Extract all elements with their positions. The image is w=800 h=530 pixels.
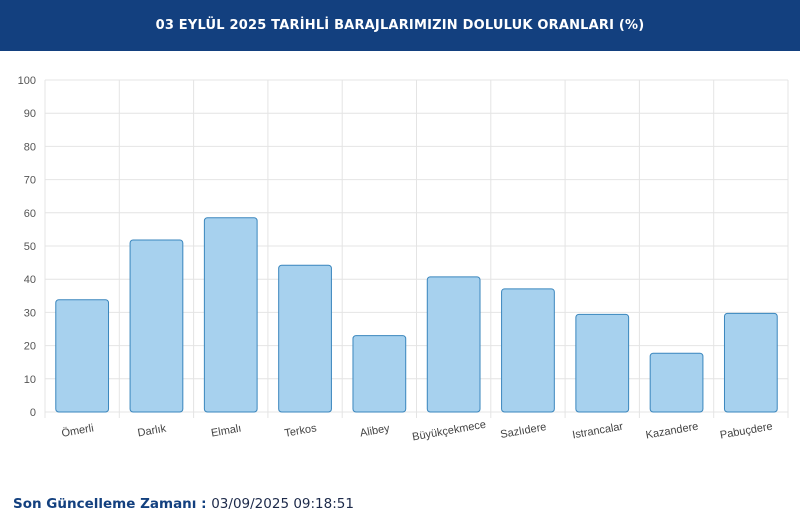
x-tick-label: Kazandere [645,421,699,442]
chart-title: 03 EYLÜL 2025 TARİHLİ BARAJLARIMIZIN DOL… [155,18,645,33]
y-tick-label: 0 [30,407,36,419]
bar-5[interactable] [352,335,407,413]
bar-2[interactable] [129,239,184,413]
y-axis-ticks: 0 10 20 30 40 50 60 70 80 90 100 [18,75,36,419]
x-axis-ticks: Ömerli Darlık Elmalı Terkos Alibey Büyükçekme… [61,419,774,444]
x-tick-label: Büyükçekmece [411,419,487,444]
y-tick-label: 80 [24,141,36,153]
x-tick-label: Terkos [284,422,318,440]
bar-7[interactable] [501,288,555,413]
x-tick-label: Elmalı [210,422,242,439]
x-tick-label: Darlık [137,423,168,440]
bar-9[interactable] [649,352,704,413]
bar-10[interactable] [723,312,778,413]
bar-8[interactable] [575,313,630,413]
bars [55,217,778,413]
x-tick-label: Alibey [359,422,391,439]
x-tick-label: Istrancalar [571,421,624,442]
bar-3[interactable] [203,217,258,413]
y-tick-label: 10 [24,374,36,386]
y-tick-label: 50 [24,241,36,253]
last-update-label: Son Güncelleme Zamanı : [13,496,212,512]
bar-1[interactable] [55,299,110,413]
last-update-value: 03/09/2025 09:18:51 [211,496,354,512]
bar-4[interactable] [278,264,332,413]
bar-6[interactable] [426,276,481,413]
y-tick-label: 60 [24,208,36,220]
header-bar: 03 EYLÜL 2025 TARİHLİ BARAJLARIMIZIN DOL… [0,0,800,51]
y-tick-label: 30 [24,307,36,319]
x-tick-label: Ömerli [61,422,95,439]
x-tick-label: Pabuçdere [719,421,773,442]
y-tick-label: 90 [24,108,36,120]
x-tick-label: Sazlıdere [499,421,547,441]
last-update: Son Güncelleme Zamanı : 03/09/2025 09:18… [13,496,354,512]
y-tick-label: 40 [24,274,36,286]
y-tick-label: 70 [24,175,36,187]
bar-chart: 0 10 20 30 40 50 60 70 80 90 100 Ömerli Darlık Elmal… [18,75,789,444]
y-tick-label: 100 [18,75,36,87]
y-tick-label: 20 [24,341,36,353]
